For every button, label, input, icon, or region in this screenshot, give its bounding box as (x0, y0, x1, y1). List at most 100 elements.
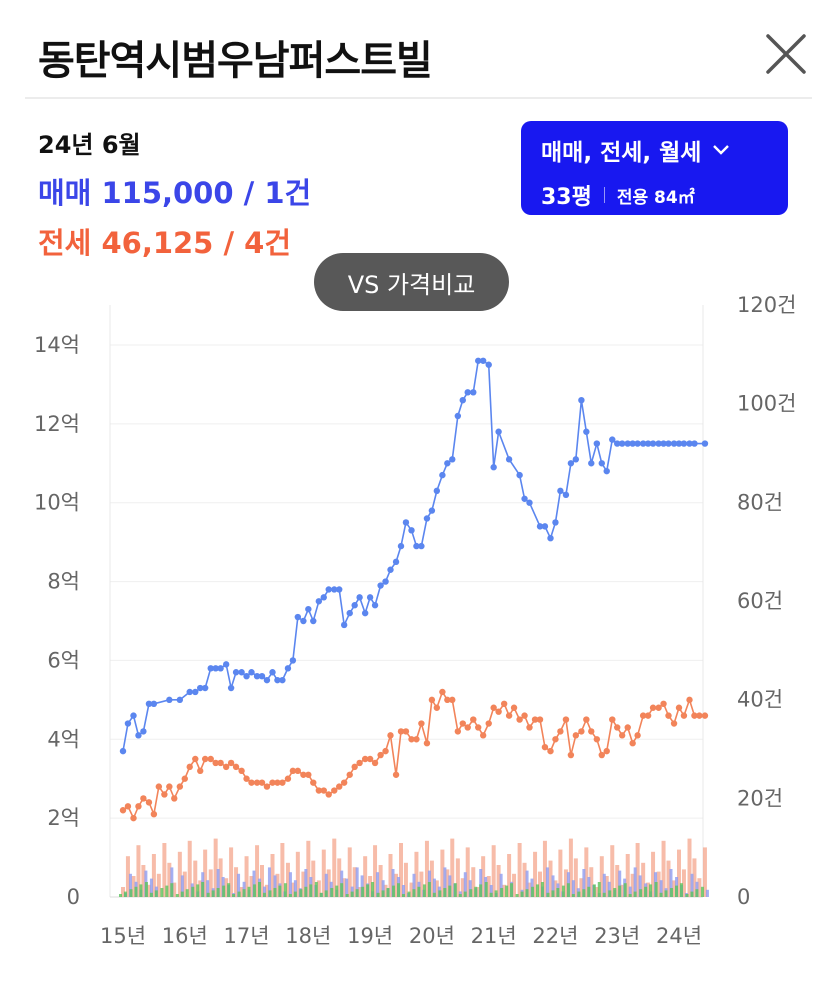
sale-volume-bar (443, 867, 447, 897)
jeonse-volume-bar (548, 860, 553, 897)
rent-volume-bar (407, 891, 411, 897)
jeonse-volume-bar (131, 876, 136, 897)
rent-volume-bar (695, 889, 699, 897)
jeonse-volume-bar (316, 880, 321, 897)
rent-volume-bar (623, 883, 627, 897)
rent-volume-bar (196, 884, 200, 897)
sale-point (227, 684, 235, 692)
sale-point (521, 495, 528, 502)
jeonse-point (701, 712, 709, 719)
jeonse-point (485, 720, 492, 727)
sale-point (305, 605, 312, 613)
jeonse-point (382, 747, 389, 755)
sale-volume-bar (633, 867, 637, 897)
y-right-tick-label: 0 (737, 885, 750, 909)
sale-point (686, 440, 693, 447)
sale-point (541, 523, 549, 530)
sale-point (629, 440, 636, 447)
jeonse-point (279, 779, 286, 786)
jeonse-point (145, 799, 153, 806)
rent-volume-bar (350, 891, 354, 897)
rent-volume-bar (304, 886, 308, 897)
jeonse-volume-bar (589, 867, 594, 897)
sale-point (567, 460, 575, 467)
rent-volume-bar (484, 882, 488, 897)
sale-point (634, 440, 641, 447)
rent-volume-bar (160, 888, 164, 897)
sale-point (444, 460, 451, 467)
rent-volume-bar (675, 885, 678, 897)
rent-volume-bar (613, 888, 617, 897)
size-separator (603, 187, 605, 203)
jeonse-volume-bar (414, 851, 419, 897)
jeonse-point (361, 755, 369, 763)
y-left-tick-label: 12억 (34, 412, 80, 436)
jeonse-volume-bar (542, 840, 547, 897)
close-icon[interactable] (762, 30, 810, 78)
jeonse-point (500, 700, 508, 707)
x-tick-label: 23년 (594, 924, 640, 948)
x-tick-label: 24년 (656, 924, 702, 948)
jeonse-volume-bar (465, 847, 470, 897)
jeonse-point (583, 716, 590, 723)
jeonse-point (207, 755, 214, 763)
sale-point (593, 440, 601, 447)
sale-point (598, 460, 605, 467)
rent-volume-bar (551, 890, 555, 897)
jeonse-point (269, 779, 276, 786)
jeonse-point (428, 696, 436, 704)
rent-volume-bar (170, 883, 174, 897)
jeonse-point (346, 771, 353, 778)
rent-volume-bar (422, 884, 426, 897)
jeonse-volume-bar (198, 880, 203, 897)
sale-point (232, 669, 240, 676)
rent-volume-bar (608, 890, 612, 897)
jeonse-point (161, 791, 168, 798)
jeonse-point (340, 779, 348, 786)
sale-point (490, 464, 497, 471)
sale-point (340, 621, 348, 629)
sale-point (392, 558, 400, 566)
sale-point (238, 669, 245, 676)
jeonse-point (655, 704, 662, 711)
y-left-tick-label: 4억 (47, 727, 80, 751)
jeonse-point (686, 696, 693, 704)
rent-volume-bar (649, 884, 653, 897)
rent-volume-bar (376, 892, 380, 897)
jeonse-volume-bar (522, 862, 527, 897)
rent-volume-bar (536, 884, 539, 897)
rent-volume-bar (273, 888, 277, 897)
vs-compare-button[interactable]: VS 가격비교 (314, 253, 509, 311)
sale-point (428, 507, 436, 514)
rent-volume-bar (469, 889, 473, 897)
sale-point (166, 696, 173, 704)
rent-volume-bar (427, 882, 431, 897)
sale-point (197, 684, 204, 692)
jeonse-point (274, 779, 281, 786)
sale-point (614, 440, 621, 447)
sale-volume-bar (180, 875, 184, 897)
jeonse-point (171, 795, 178, 802)
jeonse-point (691, 712, 698, 719)
jeonse-point (444, 696, 451, 704)
sale-point (454, 412, 462, 420)
sale-volume-bar (304, 869, 308, 897)
rent-volume-bar (258, 882, 261, 897)
jeonse-volume-bar (563, 869, 568, 897)
x-tick-label: 22년 (532, 924, 578, 948)
jeonse-volume-bar (213, 838, 218, 897)
sale-point (140, 728, 147, 735)
rent-volume-bar (345, 894, 349, 897)
jeonse-point (263, 783, 271, 790)
jeonse-volume-bar (151, 854, 156, 897)
jeonse-point (181, 775, 188, 782)
rent-volume-bar (165, 885, 169, 897)
trade-type-filter-button[interactable]: 매매, 전세, 월세 33평 전용 84㎡ (521, 121, 788, 215)
sale-volume-bar (288, 872, 292, 897)
jeonse-point (192, 755, 199, 763)
rent-volume-bar (288, 894, 292, 897)
jeonse-volume-bar (610, 845, 615, 897)
sale-point (130, 712, 137, 719)
sale-volume-bar (602, 873, 606, 897)
rent-volume-bar (618, 885, 622, 897)
